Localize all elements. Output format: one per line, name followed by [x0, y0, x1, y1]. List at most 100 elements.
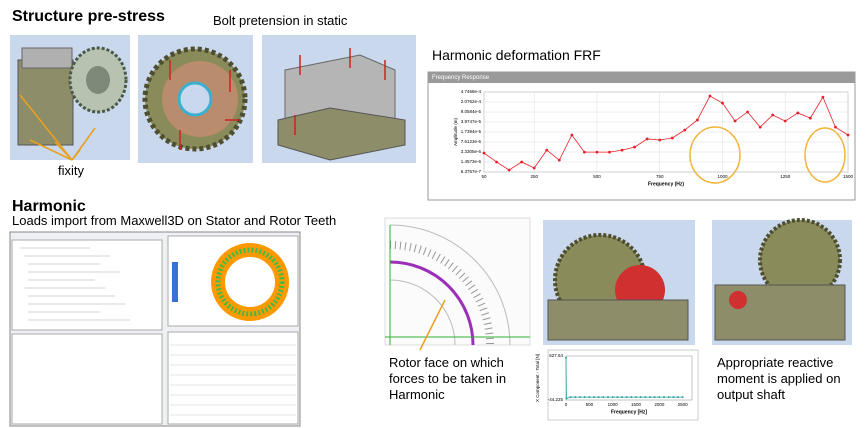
data-point — [771, 113, 775, 117]
caption: Bolt pretension in static — [213, 13, 348, 28]
x-tick-label: 2000 — [654, 402, 665, 407]
highlight-circle — [689, 126, 741, 184]
details-pane — [11, 333, 163, 425]
data-point — [593, 396, 595, 399]
cover — [21, 47, 73, 69]
data-point — [565, 397, 568, 400]
y-tick-label: -44.225 — [548, 397, 564, 402]
table-lines — [170, 344, 296, 416]
data-point — [653, 396, 656, 399]
data-point — [758, 125, 762, 129]
data-point — [583, 150, 586, 154]
data-point — [495, 160, 498, 164]
chart-header — [428, 72, 855, 83]
x-tick-label: 500 — [593, 174, 601, 179]
y-tick-label: 7.6123e-6 — [461, 139, 482, 144]
pointer-arrow — [419, 299, 446, 351]
base — [277, 107, 406, 161]
data-point — [677, 396, 679, 399]
bolt-loads — [294, 48, 386, 135]
data-point — [846, 133, 850, 137]
data-point — [733, 119, 737, 123]
rotor-face — [389, 260, 475, 346]
output-shaft — [729, 291, 747, 309]
data-point — [625, 396, 628, 399]
fixity-arrows — [19, 94, 96, 161]
bore — [177, 81, 213, 117]
data-point — [639, 396, 642, 399]
tree-pane — [11, 239, 163, 331]
x-axis-label: Frequency [Hz] — [611, 409, 647, 415]
caption: Rotor face on which forces to be taken i… — [389, 355, 507, 402]
data-point — [834, 125, 837, 129]
data-point — [695, 118, 699, 122]
y-tick-label: 2.0762e-4 — [461, 99, 482, 104]
y-tick-label: 1.4573e-6 — [461, 159, 482, 164]
data-point — [796, 111, 800, 115]
data-point — [672, 396, 675, 399]
x-tick-label: 1000 — [608, 402, 619, 407]
data-point — [821, 95, 825, 99]
x-axis-label: Frequency (Hz) — [648, 181, 684, 187]
x-tick-label: 1000 — [717, 174, 728, 179]
contour-teeth — [215, 247, 285, 317]
y-axis-label: Amplitude (m) — [453, 118, 458, 147]
housing — [17, 59, 74, 146]
data-point — [635, 396, 637, 399]
data-point — [708, 94, 712, 98]
data-point — [630, 396, 633, 399]
x-tick-label: 0 — [565, 402, 568, 407]
data-point — [616, 396, 619, 399]
data-point — [670, 136, 674, 140]
data-point — [611, 396, 614, 399]
data-point — [507, 168, 511, 172]
y-axis-label: X Component - Total [N] — [535, 354, 540, 402]
y-tick-label: 627.64 — [549, 353, 563, 358]
contour-legend — [172, 262, 178, 302]
y-tick-label: 1.7394e-5 — [461, 129, 482, 134]
highlight-circle — [804, 127, 846, 183]
data-point — [746, 110, 749, 114]
x-tick-label: 1500 — [631, 402, 642, 407]
x-tick-label: 2500 — [678, 402, 689, 407]
data-point — [570, 133, 574, 137]
rotor-diagram — [384, 217, 531, 346]
caption: Harmonic deformation FRF — [432, 47, 601, 63]
data-point — [644, 396, 647, 399]
x-tick-label: 750 — [656, 174, 664, 179]
data-point — [597, 396, 600, 399]
data-point — [583, 396, 586, 399]
y-tick-label: 6.3767e-7 — [461, 169, 482, 174]
data-point — [620, 148, 624, 152]
data-point — [608, 150, 611, 154]
data-point — [557, 158, 561, 162]
teeth-arc — [389, 241, 494, 346]
caption: fixity — [58, 163, 84, 178]
data-point — [520, 160, 524, 164]
data-point — [663, 396, 665, 399]
x-tick-label: 250 — [530, 174, 538, 179]
x-tick-label: 50 — [481, 174, 487, 179]
tree-lines — [20, 247, 130, 321]
data-point — [595, 150, 599, 154]
table-pane — [167, 331, 299, 425]
data-point — [482, 151, 486, 155]
data-point — [808, 116, 812, 120]
data-point — [633, 145, 637, 149]
x-tick-label: 500 — [586, 402, 594, 407]
data-point — [607, 396, 609, 399]
x-tick-label: 1500 — [843, 174, 854, 179]
data-point — [683, 128, 687, 132]
chart-frame — [547, 349, 699, 421]
section-title: Harmonic — [12, 198, 86, 215]
rotor-arc — [389, 279, 456, 346]
data-point — [545, 148, 549, 152]
y-tick-label: 9.0584e-5 — [461, 109, 482, 114]
slide-title: Structure pre-stress — [12, 8, 165, 25]
data-point — [658, 138, 662, 142]
data-point — [588, 396, 591, 399]
housing — [547, 299, 689, 341]
data-point — [569, 396, 572, 399]
